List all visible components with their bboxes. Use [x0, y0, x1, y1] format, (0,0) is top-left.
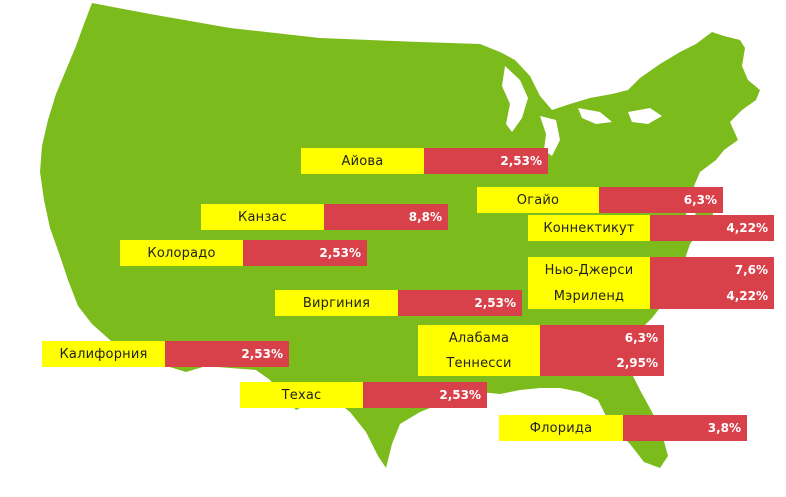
state-label-ohio: Огайо 6,3%: [477, 187, 723, 213]
state-name: Калифорния: [42, 341, 165, 367]
state-name: Канзас: [201, 204, 324, 230]
state-value: 8,8%: [324, 204, 448, 230]
state-name: Коннектикут: [528, 215, 650, 241]
state-label-connecticut: Коннектикут 4,22%: [528, 215, 774, 241]
state-value: 2,53%: [243, 240, 367, 266]
state-name: Нью-Джерси: [528, 257, 650, 283]
state-value: 3,8%: [623, 415, 747, 441]
state-value: 7,6%: [650, 257, 774, 283]
state-name: Айова: [301, 148, 424, 174]
state-value: 6,3%: [599, 187, 723, 213]
state-name: Флорида: [499, 415, 623, 441]
state-name: Техас: [240, 382, 363, 408]
state-value: 2,95%: [540, 350, 664, 376]
state-name: Алабама: [418, 325, 540, 351]
state-label-texas: Техас 2,53%: [240, 382, 487, 408]
state-label-tennessee: Теннесси 2,95%: [418, 350, 664, 376]
state-label-alabama: Алабама 6,3%: [418, 325, 664, 351]
state-label-maryland: Мэриленд 4,22%: [528, 283, 774, 309]
state-value: 2,53%: [398, 290, 522, 316]
state-value: 4,22%: [650, 215, 774, 241]
state-label-florida: Флорида 3,8%: [499, 415, 747, 441]
state-name: Огайо: [477, 187, 599, 213]
state-label-california: Калифорния 2,53%: [42, 341, 289, 367]
state-name: Мэриленд: [528, 283, 650, 309]
state-value: 2,53%: [424, 148, 548, 174]
state-label-colorado: Колорадо 2,53%: [120, 240, 367, 266]
state-value: 4,22%: [650, 283, 774, 309]
state-name: Виргиния: [275, 290, 398, 316]
state-label-virginia: Виргиния 2,53%: [275, 290, 522, 316]
state-label-iowa: Айова 2,53%: [301, 148, 548, 174]
state-label-kansas: Канзас 8,8%: [201, 204, 448, 230]
state-name: Теннесси: [418, 350, 540, 376]
state-label-new-jersey: Нью-Джерси 7,6%: [528, 257, 774, 283]
state-value: 2,53%: [165, 341, 289, 367]
state-value: 2,53%: [363, 382, 487, 408]
state-value: 6,3%: [540, 325, 664, 351]
great-lakes: [502, 66, 662, 156]
state-name: Колорадо: [120, 240, 243, 266]
